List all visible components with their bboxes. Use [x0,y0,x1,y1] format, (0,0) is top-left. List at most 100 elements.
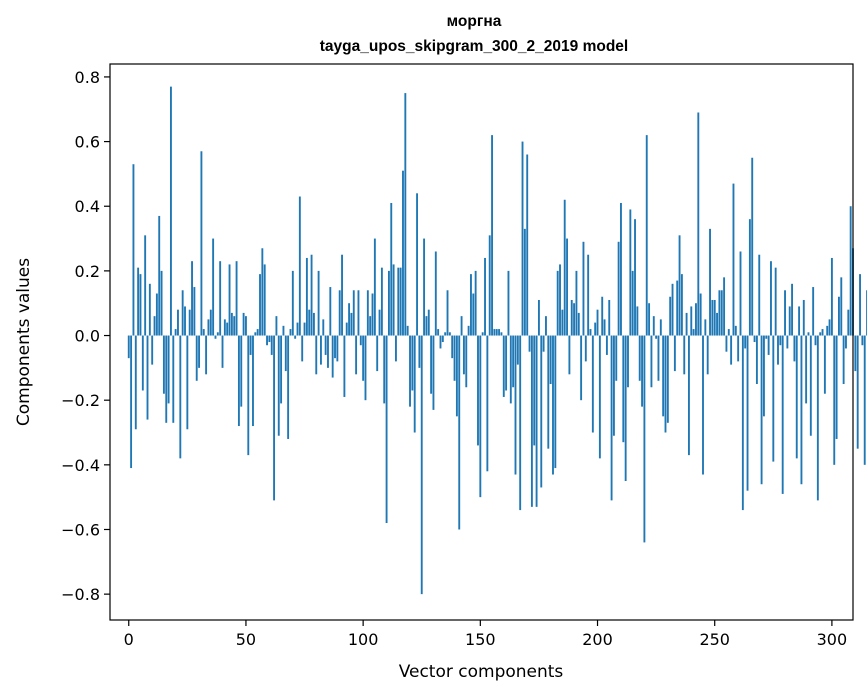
bar-222 [648,303,651,336]
bar-9 [148,283,151,336]
bar-88 [334,335,336,359]
bar-82 [320,335,322,365]
bar-54 [254,332,257,336]
x-tick-label-0: 0 [124,630,134,649]
bar-299 [828,319,831,336]
bar-169 [523,228,526,336]
bar-208 [615,335,618,381]
bar-14 [160,270,163,336]
bar-136 [446,290,449,336]
bar-147 [472,293,475,336]
bar-264 [746,335,749,491]
bar-144 [465,335,468,388]
bar-16 [165,335,168,423]
bar-112 [390,203,393,336]
bar-133 [439,335,442,349]
bar-2 [132,164,135,336]
bar-18 [170,86,172,336]
bar-74 [301,335,304,362]
bar-184 [559,264,561,336]
bar-308 [849,206,852,336]
bar-116 [399,267,402,336]
bar-197 [589,329,592,336]
bar-263 [744,335,747,349]
bar-73 [298,196,301,336]
bar-194 [582,241,585,336]
bar-129 [430,335,433,394]
bar-51 [247,335,250,456]
bar-161 [505,335,508,391]
bar-196 [587,254,590,336]
bar-72 [296,322,299,336]
bar-297 [823,335,826,394]
y-tick-label-0: −0.8 [61,585,100,604]
bar-36 [212,238,215,336]
bar-50 [245,316,247,336]
bar-232 [671,283,674,336]
bar-220 [643,335,646,543]
bar-132 [437,329,440,336]
bar-304 [840,277,843,336]
bar-257 [730,335,733,365]
bar-158 [498,329,501,336]
bar-225 [655,335,658,339]
bar-252 [718,290,721,336]
bar-52 [249,335,252,355]
bar-162 [507,270,510,336]
bar-268 [755,335,758,385]
bar-159 [500,332,503,336]
bar-287 [800,335,803,485]
y-tick-label-2: −0.4 [61,456,100,475]
bar-298 [826,325,829,336]
bar-172 [530,335,533,507]
bar-207 [612,335,615,436]
bar-272 [765,335,768,339]
bar-301 [833,335,836,465]
bar-103 [369,316,372,336]
bar-211 [622,335,625,443]
bar-307 [847,309,850,336]
bar-302 [835,335,838,439]
bar-31 [200,151,203,336]
bar-17 [167,335,170,404]
bar-99 [359,335,362,346]
bar-296 [821,329,824,336]
bar-167 [519,335,522,511]
bar-209 [617,241,620,336]
bar-236 [680,274,683,336]
bar-289 [805,335,808,404]
bar-87 [331,335,334,378]
bar-49 [242,312,245,336]
bar-248 [709,228,711,336]
bar-106 [376,335,379,372]
bar-243 [697,112,700,336]
bar-295 [819,332,822,336]
bar-260 [737,335,740,362]
bar-210 [620,203,622,336]
bar-92 [343,335,346,397]
bar-254 [723,277,726,336]
bar-70 [291,270,294,336]
bar-148 [474,270,477,336]
bar-176 [540,335,543,488]
bar-164 [512,335,515,388]
bar-0 [127,335,130,359]
bar-60 [268,335,271,342]
bar-281 [786,335,789,349]
bar-96 [352,290,355,336]
bar-123 [416,193,418,336]
bar-121 [411,335,414,391]
bar-38 [216,332,219,336]
bar-273 [767,335,770,355]
bar-33 [205,335,208,375]
x-tick-label-5: 250 [699,630,730,649]
bar-7 [144,235,147,336]
bar-98 [357,290,360,336]
bar-86 [329,287,332,336]
bar-53 [252,335,254,427]
bar-219 [641,335,643,407]
bar-269 [758,254,761,336]
bar-275 [772,335,775,462]
bar-29 [195,335,198,381]
